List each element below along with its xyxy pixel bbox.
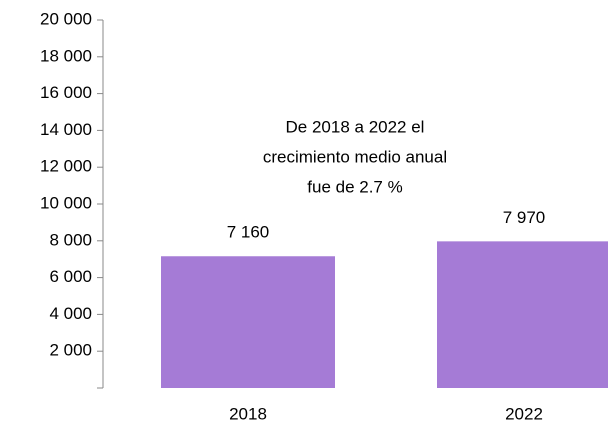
annotation: crecimiento medio anual — [263, 147, 447, 166]
x-tick-label: 2022 — [505, 404, 543, 423]
bar — [437, 241, 608, 388]
annotation: fue de 2.7 % — [307, 177, 402, 196]
y-tick-label: 4 000 — [49, 304, 92, 323]
y-tick-label: 20 000 — [40, 9, 92, 28]
bar — [161, 256, 335, 388]
x-tick-label: 2018 — [229, 404, 267, 423]
value-label: 7 970 — [503, 208, 546, 227]
y-tick-label: 16 000 — [40, 83, 92, 102]
y-tick-label: 2 000 — [49, 341, 92, 360]
y-tick-label: 12 000 — [40, 157, 92, 176]
y-tick-label: 8 000 — [49, 230, 92, 249]
y-tick-label: 14 000 — [40, 120, 92, 139]
y-tick-label: 18 000 — [40, 46, 92, 65]
annotation: De 2018 a 2022 el — [286, 117, 425, 136]
y-tick-label: 10 000 — [40, 193, 92, 212]
y-tick-label: 6 000 — [49, 267, 92, 286]
value-label: 7 160 — [227, 223, 270, 242]
